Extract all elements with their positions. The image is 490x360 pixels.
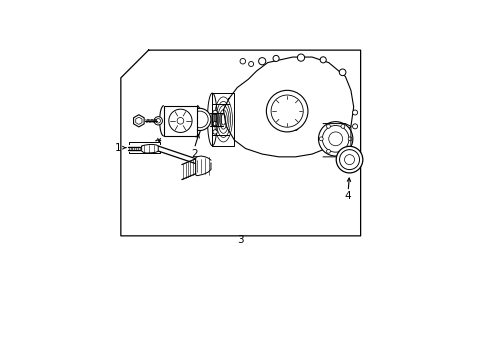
Circle shape (339, 69, 346, 76)
Circle shape (348, 137, 352, 141)
Circle shape (192, 111, 208, 128)
Circle shape (326, 125, 330, 128)
FancyBboxPatch shape (164, 105, 197, 136)
Circle shape (169, 109, 192, 132)
Circle shape (279, 123, 284, 129)
Circle shape (273, 55, 279, 62)
Text: 1: 1 (115, 143, 122, 153)
Circle shape (340, 150, 360, 170)
Circle shape (248, 62, 254, 67)
Text: 2: 2 (191, 149, 197, 159)
Circle shape (240, 58, 245, 64)
Circle shape (320, 57, 326, 63)
Text: 3: 3 (237, 235, 244, 245)
Circle shape (271, 95, 303, 127)
Polygon shape (196, 156, 211, 176)
Circle shape (341, 125, 345, 128)
Circle shape (213, 110, 217, 115)
Polygon shape (134, 115, 144, 127)
Circle shape (297, 54, 305, 61)
Circle shape (267, 90, 308, 132)
Circle shape (259, 58, 266, 65)
Circle shape (189, 108, 211, 131)
Polygon shape (142, 144, 158, 153)
Circle shape (319, 137, 323, 141)
Circle shape (329, 132, 343, 146)
Circle shape (336, 146, 363, 173)
Circle shape (213, 130, 217, 134)
Circle shape (213, 121, 217, 126)
Circle shape (154, 117, 162, 125)
Circle shape (293, 125, 298, 131)
Circle shape (156, 118, 161, 123)
Circle shape (177, 117, 184, 124)
Circle shape (341, 149, 345, 153)
Circle shape (353, 110, 358, 115)
Polygon shape (136, 117, 142, 125)
Circle shape (353, 124, 358, 129)
Circle shape (318, 122, 353, 156)
Circle shape (344, 155, 355, 165)
Circle shape (326, 149, 330, 153)
Text: 4: 4 (345, 191, 351, 201)
Circle shape (322, 126, 349, 152)
